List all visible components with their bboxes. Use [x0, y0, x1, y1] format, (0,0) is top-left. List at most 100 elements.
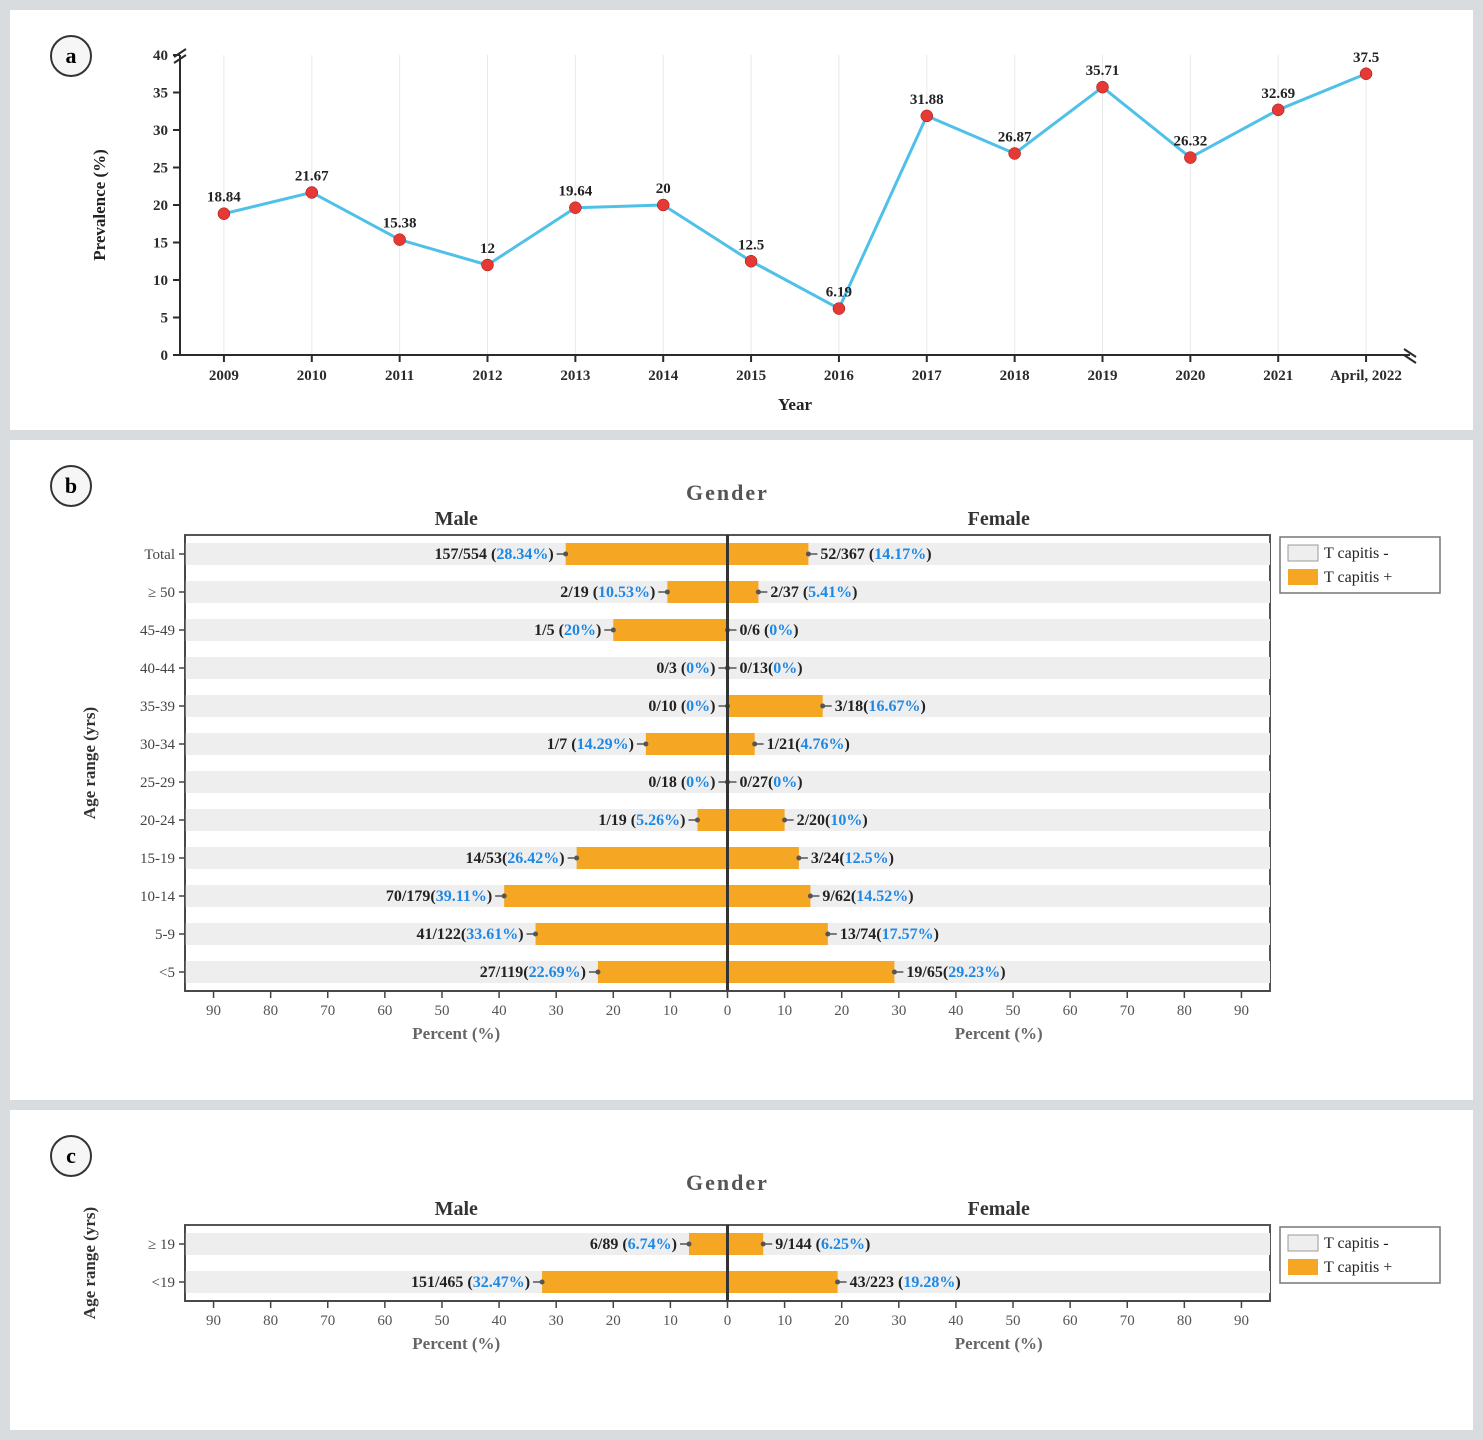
svg-text:20: 20: [153, 198, 168, 214]
svg-text:70: 70: [320, 1313, 335, 1329]
svg-text:90: 90: [206, 1313, 221, 1329]
svg-text:40: 40: [492, 1003, 507, 1019]
panel-c-badge: c: [50, 1135, 92, 1177]
svg-text:Age range (yrs): Age range (yrs): [80, 707, 99, 819]
svg-text:32.69: 32.69: [1261, 86, 1295, 102]
svg-text:60: 60: [377, 1003, 392, 1019]
svg-text:≥ 19: ≥ 19: [148, 1237, 175, 1253]
svg-text:0/18 (0%): 0/18 (0%): [648, 774, 715, 791]
prevalence-line-chart: 0510152025303540200920102011201220132014…: [30, 30, 1450, 425]
svg-text:40: 40: [948, 1313, 963, 1329]
svg-text:Female: Female: [968, 508, 1030, 530]
svg-text:T capitis +: T capitis +: [1324, 1259, 1392, 1276]
svg-text:30: 30: [549, 1313, 564, 1329]
svg-text:5-9: 5-9: [155, 927, 175, 943]
svg-text:1/7 (14.29%): 1/7 (14.29%): [547, 736, 634, 753]
svg-text:Male: Male: [435, 1198, 478, 1220]
svg-text:Percent (%): Percent (%): [955, 1024, 1043, 1043]
svg-text:30: 30: [891, 1313, 906, 1329]
svg-text:90: 90: [1234, 1313, 1249, 1329]
svg-text:2/20(10%): 2/20(10%): [797, 812, 868, 829]
panel-b: b GenderMaleFemale157/554 (28.34%)52/367…: [0, 440, 1483, 1110]
svg-text:37.5: 37.5: [1353, 50, 1379, 66]
svg-text:25-29: 25-29: [140, 775, 175, 791]
svg-text:20: 20: [834, 1313, 849, 1329]
svg-text:Gender: Gender: [686, 480, 769, 505]
svg-text:20: 20: [606, 1313, 621, 1329]
svg-text:21.67: 21.67: [295, 168, 329, 184]
figure-container: a 05101520253035402009201020112012201320…: [0, 0, 1483, 1440]
svg-text:3/24(12.5%): 3/24(12.5%): [811, 850, 894, 867]
svg-text:<19: <19: [152, 1275, 175, 1291]
svg-text:1/19 (5.26%): 1/19 (5.26%): [598, 812, 685, 829]
svg-text:0/13(0%): 0/13(0%): [740, 660, 803, 677]
svg-text:151/465 (32.47%): 151/465 (32.47%): [411, 1274, 530, 1291]
svg-text:15: 15: [153, 236, 168, 252]
svg-text:3/18(16.67%): 3/18(16.67%): [835, 698, 926, 715]
svg-text:10: 10: [663, 1313, 678, 1329]
svg-text:35: 35: [153, 86, 168, 102]
svg-text:2020: 2020: [1175, 368, 1205, 384]
svg-text:T capitis -: T capitis -: [1324, 545, 1389, 562]
svg-text:52/367 (14.17%): 52/367 (14.17%): [820, 546, 931, 563]
svg-text:10: 10: [153, 273, 168, 289]
svg-text:90: 90: [1234, 1003, 1249, 1019]
svg-text:Total: Total: [144, 547, 175, 563]
svg-text:26.87: 26.87: [998, 129, 1032, 145]
svg-text:13/74(17.57%): 13/74(17.57%): [840, 926, 939, 943]
svg-text:0/6 (0%): 0/6 (0%): [740, 622, 799, 639]
svg-text:Percent (%): Percent (%): [412, 1024, 500, 1043]
svg-text:9/144 (6.25%): 9/144 (6.25%): [775, 1236, 870, 1253]
svg-text:2021: 2021: [1263, 368, 1293, 384]
svg-text:12: 12: [480, 241, 495, 257]
svg-text:50: 50: [1006, 1003, 1021, 1019]
svg-text:70: 70: [320, 1003, 335, 1019]
svg-text:2017: 2017: [912, 368, 943, 384]
svg-text:19/65(29.23%): 19/65(29.23%): [906, 964, 1005, 981]
svg-text:2012: 2012: [473, 368, 503, 384]
svg-text:0: 0: [161, 348, 169, 364]
panel-a: a 05101520253035402009201020112012201320…: [0, 0, 1483, 440]
svg-text:10: 10: [663, 1003, 678, 1019]
svg-text:45-49: 45-49: [140, 623, 175, 639]
svg-text:60: 60: [1063, 1313, 1078, 1329]
svg-text:2010: 2010: [297, 368, 327, 384]
svg-text:31.88: 31.88: [910, 92, 944, 108]
svg-text:50: 50: [434, 1313, 449, 1329]
svg-text:10: 10: [777, 1003, 792, 1019]
panel-c: c GenderMaleFemale6/89 (6.74%)9/144 (6.2…: [0, 1110, 1483, 1440]
svg-text:6.19: 6.19: [826, 285, 852, 301]
svg-text:12.5: 12.5: [738, 237, 764, 253]
panel-b-badge: b: [50, 465, 92, 507]
svg-text:2/37 (5.41%): 2/37 (5.41%): [770, 584, 857, 601]
svg-text:10: 10: [777, 1313, 792, 1329]
svg-text:0: 0: [724, 1003, 732, 1019]
svg-text:26.32: 26.32: [1173, 134, 1207, 150]
gender-age-bar-chart-b: GenderMaleFemale157/554 (28.34%)52/367 (…: [30, 460, 1450, 1085]
svg-text:5: 5: [161, 311, 169, 327]
svg-text:80: 80: [263, 1313, 278, 1329]
svg-text:18.84: 18.84: [207, 190, 241, 206]
svg-text:1/5 (20%): 1/5 (20%): [534, 622, 601, 639]
svg-text:April, 2022: April, 2022: [1330, 368, 1402, 384]
svg-text:Gender: Gender: [686, 1170, 769, 1195]
svg-text:T capitis +: T capitis +: [1324, 569, 1392, 586]
svg-text:15.38: 15.38: [383, 216, 417, 232]
svg-text:27/119(22.69%): 27/119(22.69%): [480, 964, 586, 981]
svg-text:50: 50: [1006, 1313, 1021, 1329]
svg-text:Year: Year: [778, 395, 812, 414]
svg-text:2011: 2011: [385, 368, 414, 384]
svg-text:80: 80: [1177, 1313, 1192, 1329]
svg-text:35-39: 35-39: [140, 699, 175, 715]
svg-text:6/89 (6.74%): 6/89 (6.74%): [590, 1236, 677, 1253]
svg-text:30-34: 30-34: [140, 737, 175, 753]
svg-text:2/19 (10.53%): 2/19 (10.53%): [560, 584, 655, 601]
svg-text:T capitis -: T capitis -: [1324, 1235, 1389, 1252]
svg-text:Prevalence (%): Prevalence (%): [90, 149, 109, 261]
svg-text:20: 20: [834, 1003, 849, 1019]
svg-text:30: 30: [549, 1003, 564, 1019]
svg-text:20: 20: [606, 1003, 621, 1019]
svg-text:≥ 50: ≥ 50: [148, 585, 175, 601]
svg-text:2014: 2014: [648, 368, 679, 384]
svg-text:0/10 (0%): 0/10 (0%): [648, 698, 715, 715]
